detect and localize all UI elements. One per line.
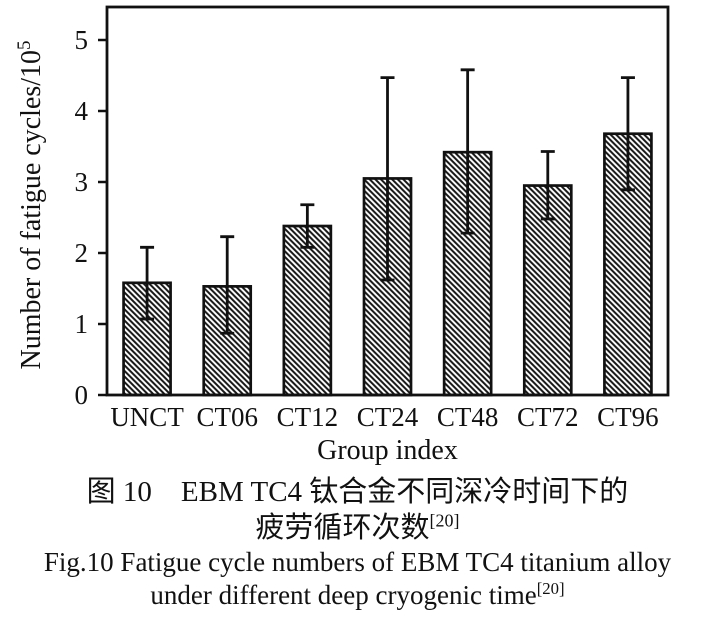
caption-en-line1-text: Fig.10 Fatigue cycle numbers of EBM TC4 …: [43, 547, 672, 577]
caption-en-reference: [20]: [536, 579, 565, 598]
plot-border: [105, 5, 670, 397]
x-tick-label-CT48: CT48: [437, 402, 499, 432]
y-tick-label: 2: [75, 238, 89, 268]
caption-zh-reference: [20]: [429, 510, 460, 531]
error-bar-CT12: [300, 203, 315, 249]
caption-zh-line2-text: 疲劳循环次数: [255, 512, 430, 544]
y-tick-label: 3: [75, 167, 89, 197]
x-tick-label-CT72: CT72: [517, 402, 579, 432]
bar-CT12: [282, 224, 333, 397]
caption-en-line1: Fig.10 Fatigue cycle numbers of EBM TC4 …: [0, 546, 715, 579]
x-tick-label-UNCT: UNCT: [110, 402, 184, 432]
x-tick-label-CT12: CT12: [277, 402, 339, 432]
x-tick-label-CT24: CT24: [357, 402, 419, 432]
x-axis-title: Group index: [317, 435, 458, 466]
x-tick-label-CT06: CT06: [196, 402, 258, 432]
caption-en-line2: under different deep cryogenic time[20]: [0, 579, 715, 612]
error-bar-CT24: [380, 76, 395, 282]
y-tick-label: 4: [75, 96, 89, 126]
fatigue-cycles-bar-chart: UNCT CT06 CT12 CT24 CT48 CT72 CT96 0 1 2 3 4 5 Group …: [14, 5, 670, 466]
error-bar-CT72: [540, 150, 555, 221]
caption-zh-line2: 疲劳循环次数[20]: [0, 510, 715, 546]
figure-10: UNCT CT06 CT12 CT24 CT48 CT72 CT96 0 1 2 3 4 5 Group …: [0, 5, 715, 612]
y-tick-label: 1: [75, 309, 89, 339]
figure-captions: 图 10 EBM TC4 钛合金不同深冷时间下的 疲劳循环次数[20] Fig.…: [0, 474, 715, 612]
error-bar-CT48: [460, 68, 475, 235]
x-tick-label-CT96: CT96: [597, 402, 659, 432]
error-bar-UNCT: [140, 245, 155, 321]
y-tick-label: 0: [75, 380, 89, 410]
caption-zh-line1: 图 10 EBM TC4 钛合金不同深冷时间下的: [0, 474, 715, 510]
y-tick-label: 5: [75, 25, 89, 55]
error-bar-CT96: [620, 76, 635, 192]
y-axis-title: Number of fatigue cycles/105: [14, 40, 47, 369]
error-bar-CT06: [220, 235, 235, 335]
caption-en-line2-text: under different deep cryogenic time: [150, 580, 537, 610]
plot-area: UNCT CT06 CT12 CT24 CT48 CT72 CT96 0 1 2 3 4 5 Group …: [14, 5, 670, 466]
caption-zh-line1-text: 图 10 EBM TC4 钛合金不同深冷时间下的: [86, 476, 629, 508]
